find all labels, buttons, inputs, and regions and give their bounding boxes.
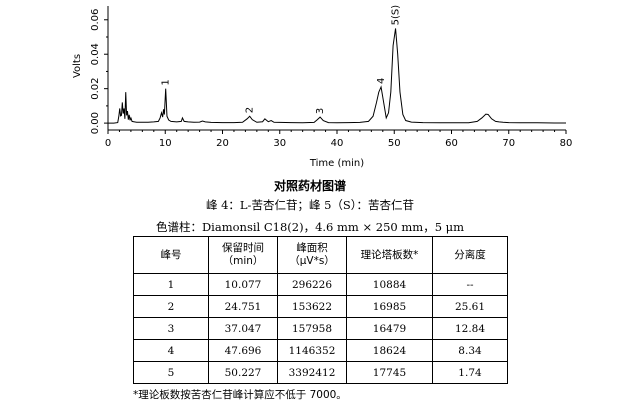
table-cell: 25.61	[432, 295, 508, 318]
y-tick-label: 0.02	[90, 78, 101, 100]
y-axis-label: Volts	[72, 54, 83, 78]
peak-identification-caption: 峰 4：L-苦杏仁苷；峰 5（S）：苦杏仁苷	[205, 198, 415, 212]
table-cell: 50.227	[208, 361, 278, 384]
table-cell: 3392412	[277, 361, 347, 384]
peak-label: 2	[245, 107, 256, 113]
table-cell: 296226	[277, 273, 347, 296]
x-tick-label: 20	[216, 138, 229, 149]
x-tick-label: 40	[331, 138, 344, 149]
table-row: 1 10.077 296226 10884 --	[133, 273, 508, 296]
y-tick-label: 0.04	[90, 43, 101, 65]
peak-data-table: 峰号 保留时间 （min） 峰面积 （μV*s） 理论塔板数* 分离度 1 10.077 2…	[133, 236, 508, 384]
table-header-cell: 峰面积 （μV*s）	[277, 236, 347, 274]
table-cell: 157958	[277, 317, 347, 340]
table-cell: 10884	[346, 273, 433, 296]
chromatogram-chart: 0 10 20 30 40 50 60 70 80 0.00 0.02 0.04 0.06 Time (m…	[72, 5, 573, 169]
table-cell: 1146352	[277, 339, 347, 362]
column-info-caption: 色谱柱：Diamonsil C18(2)，4.6 mm × 250 mm，5 μ…	[155, 220, 465, 234]
table-cell: 4	[133, 339, 209, 362]
peak-label: 4	[376, 78, 387, 84]
table-cell: 1	[133, 273, 209, 296]
table-header-cell: 保留时间 （min）	[208, 236, 278, 274]
x-tick-label: 80	[560, 138, 573, 149]
chromatogram-trace	[108, 28, 566, 124]
table-cell: 8.34	[432, 339, 508, 362]
x-tick-label: 70	[502, 138, 515, 149]
table-header-cell: 峰号	[133, 236, 209, 274]
table-header-row: 峰号 保留时间 （min） 峰面积 （μV*s） 理论塔板数* 分离度	[133, 236, 508, 274]
table-cell: 2	[133, 295, 209, 318]
x-axis-label: Time (min)	[309, 158, 364, 169]
y-tick-label: 0.00	[90, 112, 101, 134]
table-cell: 12.84	[432, 317, 508, 340]
table-cell: 18624	[346, 339, 433, 362]
x-tick-label: 60	[445, 138, 458, 149]
table-cell: 47.696	[208, 339, 278, 362]
table-cell: 1.74	[432, 361, 508, 384]
table-cell: 10.077	[208, 273, 278, 296]
table-row: 3 37.047 157958 16479 12.84	[133, 317, 508, 340]
table-cell: --	[432, 273, 508, 296]
table-row: 2 24.751 153622 16985 25.61	[133, 295, 508, 318]
table-header-cell: 分离度	[432, 236, 508, 274]
table-cell: 5	[133, 361, 209, 384]
peak-label: 3	[315, 108, 326, 114]
x-tick-label: 10	[159, 138, 172, 149]
table-cell: 37.047	[208, 317, 278, 340]
table-cell: 3	[133, 317, 209, 340]
x-tick-label: 50	[388, 138, 401, 149]
table-cell: 17745	[346, 361, 433, 384]
peak-label: 1	[161, 79, 172, 85]
table-cell: 24.751	[208, 295, 278, 318]
x-tick-label: 0	[105, 138, 111, 149]
table-cell: 16479	[346, 317, 433, 340]
table-row: 4 47.696 1146352 18624 8.34	[133, 339, 508, 362]
table-cell: 153622	[277, 295, 347, 318]
table-header-cell: 理论塔板数*	[346, 236, 433, 274]
peak-label: 5(S)	[391, 5, 402, 26]
figure-title: 对照药材图谱	[273, 179, 346, 193]
table-row: 5 50.227 3392412 17745 1.74	[133, 361, 508, 384]
y-tick-label: 0.06	[90, 9, 101, 31]
x-tick-label: 30	[273, 138, 286, 149]
table-body: 1 10.077 296226 10884 -- 2 24.751 153622 16985 25…	[133, 273, 508, 384]
table-footnote: *理论板数按苦杏仁苷峰计算应不低于 7000。	[133, 389, 347, 401]
table-cell: 16985	[346, 295, 433, 318]
